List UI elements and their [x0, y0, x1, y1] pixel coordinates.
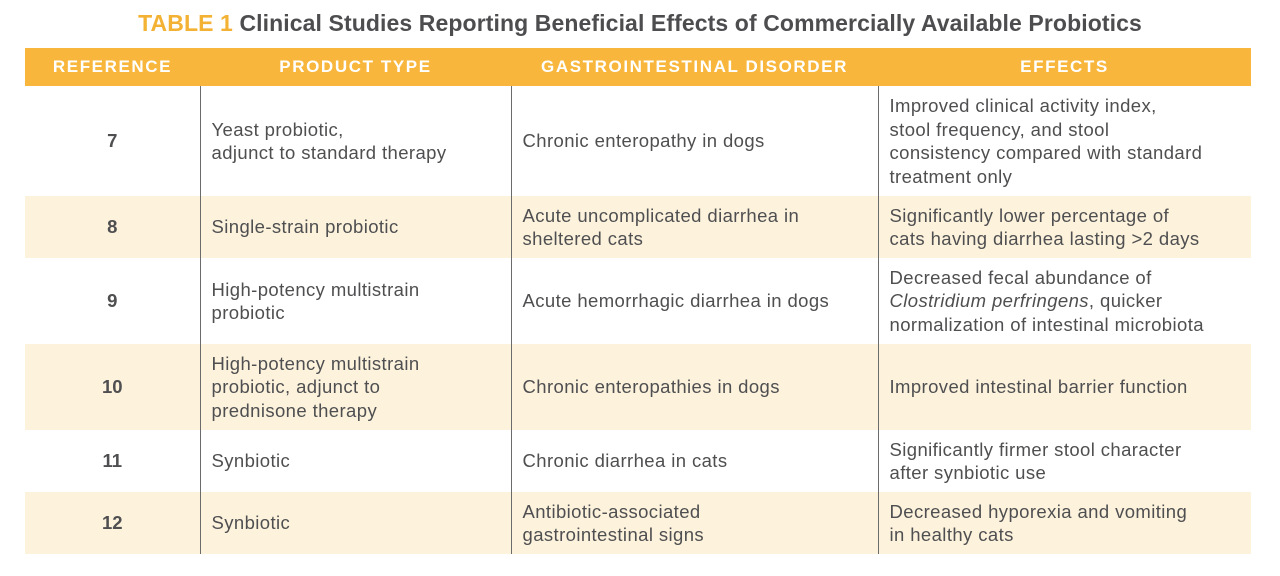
cell-line: treatment only	[889, 165, 1013, 187]
cell-line: stool frequency, and stool	[889, 118, 1110, 140]
effects-cell: Improved clinical activity index, stool …	[877, 86, 1251, 196]
table-row: 7 Yeast probiotic, adjunct to standard t…	[25, 86, 1251, 196]
header-reference: REFERENCE	[25, 48, 200, 86]
effects-cell: Decreased hyporexia and vomiting in heal…	[877, 492, 1251, 554]
cell-line: High-potency multistrain	[211, 278, 420, 300]
cell-line: Synbiotic	[211, 450, 291, 472]
product-type-cell: High-potency multistrain probiotic	[199, 258, 511, 344]
cell-line: adjunct to standard therapy	[211, 142, 447, 163]
effects-cell: Improved intestinal barrier function	[877, 344, 1251, 430]
cell-line: Acute hemorrhagic diarrhea in dogs	[522, 290, 830, 312]
disorder-cell: Acute hemorrhagic diarrhea in dogs	[510, 258, 878, 344]
cell-line-fragment: , quicker	[1088, 290, 1163, 312]
cell-line: Synbiotic	[211, 512, 291, 534]
product-type-cell: High-potency multistrain probiotic, adju…	[199, 344, 511, 430]
cell-line: Decreased hyporexia and vomiting	[889, 500, 1188, 522]
header-row: REFERENCE PRODUCT TYPE GASTROINTESTINAL …	[25, 48, 1251, 86]
cell-line: Yeast probiotic,	[211, 118, 344, 140]
species-name: Clostridium perfringens	[889, 290, 1089, 312]
cell-line: consistency compared with standard	[889, 142, 1203, 163]
cell-line: Significantly lower percentage of	[889, 204, 1170, 226]
product-type-cell: Synbiotic	[199, 430, 511, 492]
cell-line: Single-strain probiotic	[211, 216, 399, 238]
cell-line: Significantly firmer stool character	[889, 438, 1182, 460]
cell-line: probiotic, adjunct to	[211, 376, 381, 398]
table-title: Clinical Studies Reporting Beneficial Ef…	[239, 10, 1142, 36]
cell-line: Chronic diarrhea in cats	[522, 450, 728, 472]
cell-line: probiotic	[211, 302, 286, 323]
reference-cell: 8	[25, 196, 200, 258]
reference-cell: 12	[25, 492, 200, 554]
cell-line: Antibiotic-associated	[522, 500, 701, 522]
disorder-cell: Chronic diarrhea in cats	[510, 430, 878, 492]
cell-line: Improved intestinal barrier function	[889, 376, 1188, 398]
cell-line: prednisone therapy	[211, 399, 378, 421]
disorder-cell: Chronic enteropathy in dogs	[510, 86, 878, 196]
effects-cell: Significantly firmer stool character aft…	[877, 430, 1251, 492]
disorder-cell: Chronic enteropathies in dogs	[510, 344, 878, 430]
probiotics-table: REFERENCE PRODUCT TYPE GASTROINTESTINAL …	[25, 48, 1251, 554]
cell-line: normalization of intestinal microbiota	[889, 313, 1204, 335]
cell-line: cats having diarrhea lasting >2 days	[889, 228, 1200, 249]
disorder-cell: Antibiotic-associated gastrointestinal s…	[510, 492, 878, 554]
reference-cell: 11	[102, 450, 123, 472]
reference-cell: 9	[107, 290, 118, 312]
cell-line: sheltered cats	[522, 228, 644, 249]
disorder-cell: Acute uncomplicated diarrhea in sheltere…	[510, 196, 878, 258]
cell-line: Chronic enteropathies in dogs	[522, 376, 780, 398]
effects-cell: Decreased fecal abundance of Clostridium…	[877, 258, 1252, 344]
cell-line: High-potency multistrain	[211, 352, 420, 374]
cell-line: Acute uncomplicated diarrhea in	[522, 204, 800, 226]
cell-line: Clostridium perfringens, quicker	[890, 289, 1252, 313]
cell-line: Decreased fecal abundance of	[889, 266, 1152, 288]
header-disorder: GASTROINTESTINAL DISORDER	[511, 48, 878, 86]
table-row: 10 High-potency multistrain probiotic, a…	[25, 344, 1251, 430]
header-effects: EFFECTS	[878, 48, 1251, 86]
table-number: TABLE 1	[138, 10, 233, 36]
header-product-type: PRODUCT TYPE	[200, 48, 511, 86]
table-row: 8 Single-strain probiotic Acute uncompli…	[25, 196, 1251, 258]
table-caption: TABLE 1 Clinical Studies Reporting Benef…	[0, 10, 1280, 37]
cell-line: Chronic enteropathy in dogs	[522, 130, 765, 152]
cell-line: Improved clinical activity index,	[889, 95, 1157, 116]
cell-line: in healthy cats	[889, 524, 1014, 545]
effects-cell: Significantly lower percentage of cats h…	[877, 196, 1251, 258]
product-type-cell: Single-strain probiotic	[199, 196, 511, 258]
table-row: 12 Synbiotic Antibiotic-associated gastr…	[25, 492, 1251, 554]
table-row: 9 High-potency multistrain probiotic Acu…	[25, 258, 1251, 344]
cell-line: after synbiotic use	[889, 462, 1047, 483]
product-type-cell: Synbiotic	[199, 492, 511, 554]
table-row: 11 Synbiotic Chronic diarrhea in cats Si…	[25, 430, 1251, 492]
reference-cell: 7	[107, 130, 118, 152]
reference-cell: 10	[25, 344, 200, 430]
product-type-cell: Yeast probiotic, adjunct to standard the…	[199, 86, 511, 196]
cell-line: gastrointestinal signs	[522, 524, 705, 545]
